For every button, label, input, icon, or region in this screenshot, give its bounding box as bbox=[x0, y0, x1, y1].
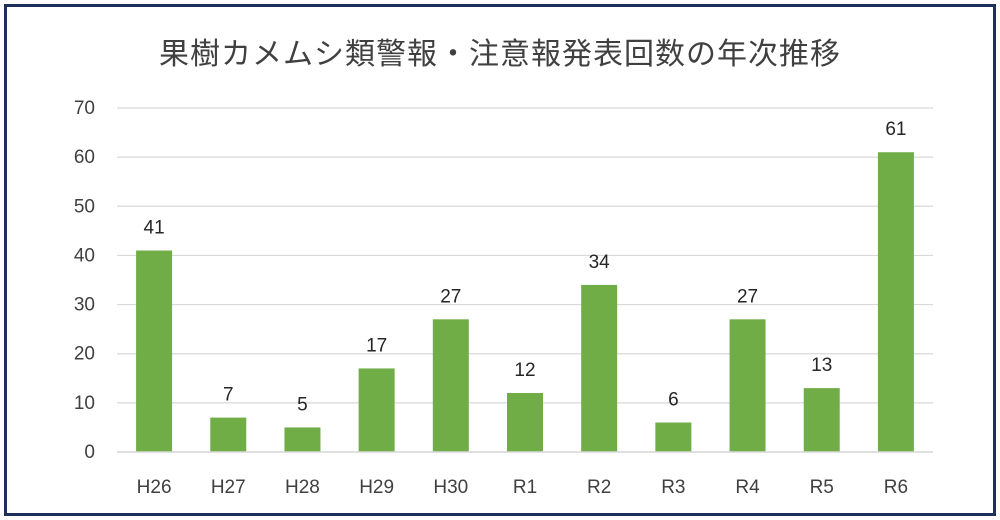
y-tick-label: 50 bbox=[74, 196, 95, 217]
x-tick-label: R5 bbox=[810, 477, 834, 498]
bar bbox=[284, 427, 321, 452]
bar bbox=[210, 417, 247, 452]
x-tick-label: H29 bbox=[359, 477, 394, 498]
bar bbox=[655, 422, 692, 452]
data-label: 34 bbox=[589, 252, 611, 273]
x-tick-label: H28 bbox=[285, 477, 320, 498]
bar bbox=[877, 152, 914, 452]
bar-chart: 0 10 20 30 40 50 60 70 41 H26 7 H27 5 H28 17 H29 27 H30 12… bbox=[74, 98, 933, 498]
data-label: 7 bbox=[223, 385, 234, 406]
data-label: 27 bbox=[440, 286, 461, 307]
bar bbox=[507, 393, 543, 452]
y-tick-label: 20 bbox=[74, 344, 95, 365]
x-tick-label: R2 bbox=[587, 477, 611, 498]
bar bbox=[803, 388, 840, 452]
data-label: 13 bbox=[811, 355, 832, 376]
chart-title: 果樹カメムシ類警報・注意報発表回数の年次推移 bbox=[159, 37, 841, 72]
x-tick-label: H30 bbox=[433, 477, 468, 498]
data-label: 61 bbox=[885, 119, 906, 140]
bar bbox=[581, 284, 618, 452]
data-label: 5 bbox=[297, 394, 308, 415]
chart-frame: 果樹カメムシ類警報・注意報発表回数の年次推移 0 10 20 30 40 50 60 70 41… bbox=[4, 4, 996, 516]
bar bbox=[432, 319, 469, 452]
data-label: 12 bbox=[514, 360, 535, 381]
x-tick-label: R3 bbox=[661, 477, 685, 498]
bar bbox=[136, 250, 173, 452]
x-tick-label: H27 bbox=[211, 477, 246, 498]
y-tick-label: 70 bbox=[74, 98, 95, 119]
data-label: 17 bbox=[366, 335, 387, 356]
x-tick-label: R6 bbox=[884, 477, 908, 498]
x-tick-label: R1 bbox=[513, 477, 537, 498]
data-label: 27 bbox=[737, 286, 758, 307]
y-tick-label: 0 bbox=[84, 442, 95, 463]
bar bbox=[358, 368, 395, 452]
data-label: 6 bbox=[668, 390, 679, 411]
data-label: 41 bbox=[144, 218, 165, 239]
y-tick-label: 30 bbox=[74, 295, 95, 316]
y-tick-label: 60 bbox=[74, 147, 95, 168]
x-tick-label: R4 bbox=[735, 477, 760, 498]
y-tick-label: 40 bbox=[74, 245, 95, 266]
x-tick-label: H26 bbox=[137, 477, 172, 498]
y-tick-label: 10 bbox=[74, 393, 95, 414]
bar bbox=[729, 319, 766, 452]
